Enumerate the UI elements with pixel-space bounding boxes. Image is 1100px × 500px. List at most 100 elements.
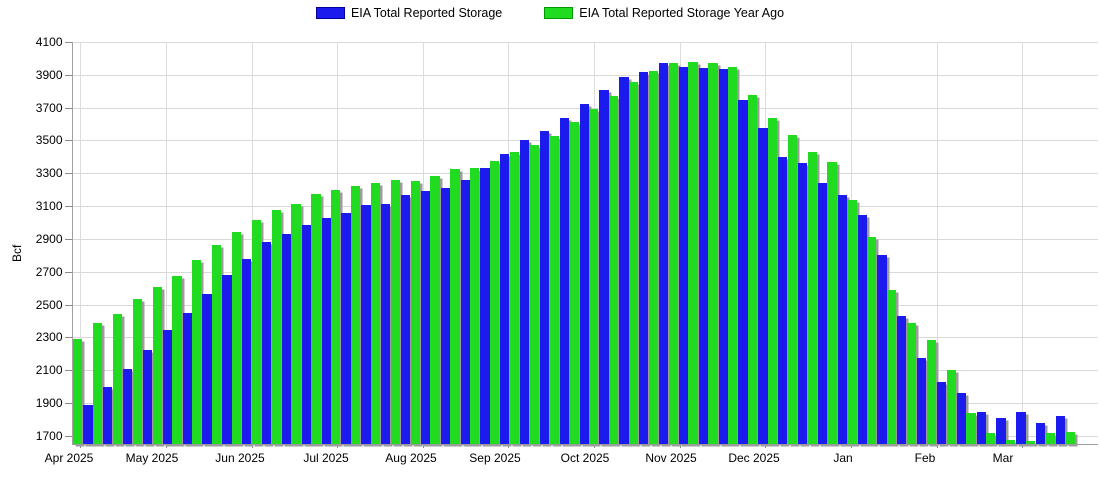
bar-current: [698, 68, 708, 444]
x-tick: [851, 444, 852, 448]
x-axis-month-label: Jan: [833, 451, 853, 465]
bar-year-ago: [271, 210, 281, 444]
y-tick: [64, 173, 72, 175]
bar-year-ago: [628, 82, 639, 444]
y-tick: [64, 337, 72, 339]
y-tick-label: 3300: [35, 166, 63, 181]
x-axis-month-label: Feb: [914, 451, 936, 465]
year-ago-series-swatch-icon: [544, 7, 574, 19]
y-tick-label: 4100: [35, 35, 63, 49]
bar-year-ago: [767, 118, 778, 444]
bar-year-ago: [1045, 433, 1056, 444]
bar-year-ago: [648, 70, 659, 444]
bar-current: [639, 71, 649, 444]
current-series-swatch-icon: [315, 7, 345, 19]
y-tick: [64, 435, 72, 437]
bar-year-ago: [410, 180, 420, 444]
bar-year-ago: [172, 275, 182, 444]
x-tick: [937, 444, 938, 448]
bar-current: [301, 224, 311, 444]
x-tick: [80, 444, 81, 448]
y-tick-label: 2700: [35, 264, 63, 279]
bar-current: [162, 329, 173, 444]
bar-year-ago: [827, 161, 837, 444]
bar-year-ago: [390, 179, 400, 444]
bar-current: [222, 274, 232, 444]
bar-current: [678, 66, 689, 444]
y-axis-title: Bcf: [10, 244, 24, 262]
bar-current: [321, 217, 331, 444]
bar-current: [341, 212, 351, 444]
bar-year-ago: [708, 62, 718, 444]
y-gridline: [71, 74, 1098, 76]
bar-year-ago: [112, 313, 123, 444]
bar-current: [837, 194, 847, 444]
y-tick-label: 3100: [35, 199, 63, 214]
x-axis-month-label: Nov 2025: [645, 451, 697, 465]
bar-current: [500, 153, 510, 444]
y-tick-label: 2100: [35, 363, 63, 378]
bar-current: [718, 69, 728, 444]
legend-label-current: EIA Total Reported Storage: [350, 6, 503, 20]
bar-current: [123, 368, 133, 444]
bar-year-ago: [430, 175, 440, 444]
bar-year-ago: [370, 183, 381, 444]
bar-current: [976, 412, 986, 444]
x-axis-month-label: Jul 2025: [303, 451, 349, 465]
x-axis-month-label: May 2025: [125, 451, 179, 465]
bar-current: [956, 393, 967, 444]
bar-year-ago: [192, 260, 202, 444]
legend-item-year-ago: EIA Total Reported Storage Year Ago: [544, 6, 784, 20]
bar-current: [361, 205, 371, 444]
bar-current: [103, 387, 113, 444]
month-gridline: [80, 42, 81, 444]
y-tick-label: 3500: [35, 133, 63, 148]
bar-year-ago: [470, 167, 480, 444]
bar-current: [420, 191, 431, 444]
chart-legend: EIA Total Reported Storage EIA Total Rep…: [0, 6, 1100, 20]
bar-year-ago: [906, 322, 917, 444]
bar-current: [142, 350, 153, 444]
bar-year-ago: [509, 151, 520, 444]
y-tick: [64, 304, 72, 306]
bar-year-ago: [212, 245, 222, 444]
bar-current: [996, 417, 1006, 444]
bar-current: [738, 100, 748, 444]
bar-year-ago: [1006, 439, 1016, 444]
y-gridline: [71, 42, 1098, 43]
bar-current: [917, 357, 927, 444]
bar-year-ago: [489, 160, 500, 444]
bar-current: [83, 404, 93, 444]
bar-current: [936, 381, 947, 444]
y-tick-label: 2500: [35, 297, 63, 312]
y-tick-label: 1900: [35, 395, 63, 410]
y-tick: [64, 140, 72, 142]
bar-current: [1056, 416, 1066, 444]
bar-current: [262, 242, 272, 444]
bar-current: [619, 77, 629, 444]
y-tick-label: 2300: [35, 330, 63, 345]
bar-current: [539, 131, 550, 444]
bar-current: [440, 188, 450, 444]
x-axis-month-label: Apr 2025: [44, 451, 94, 465]
bar-current: [520, 139, 530, 444]
bar-year-ago: [867, 237, 877, 444]
bar-year-ago: [569, 122, 579, 444]
bar-year-ago: [1025, 440, 1036, 444]
x-axis-month-label: Oct 2025: [560, 451, 610, 465]
legend-item-current: EIA Total Reported Storage: [315, 6, 503, 20]
bar-year-ago: [966, 412, 976, 444]
legend-label-year-ago: EIA Total Reported Storage Year Ago: [579, 6, 785, 20]
y-tick: [64, 206, 72, 208]
bar-current: [559, 118, 570, 444]
y-tick: [64, 402, 72, 404]
bar-current: [242, 258, 252, 444]
month-gridline: [166, 42, 167, 444]
bar-year-ago: [231, 232, 242, 444]
bar-current: [1016, 412, 1026, 444]
bar-year-ago: [291, 203, 301, 444]
bar-current: [579, 104, 589, 444]
bar-year-ago: [748, 95, 758, 444]
x-tick: [252, 444, 253, 448]
bar-year-ago: [787, 134, 797, 444]
